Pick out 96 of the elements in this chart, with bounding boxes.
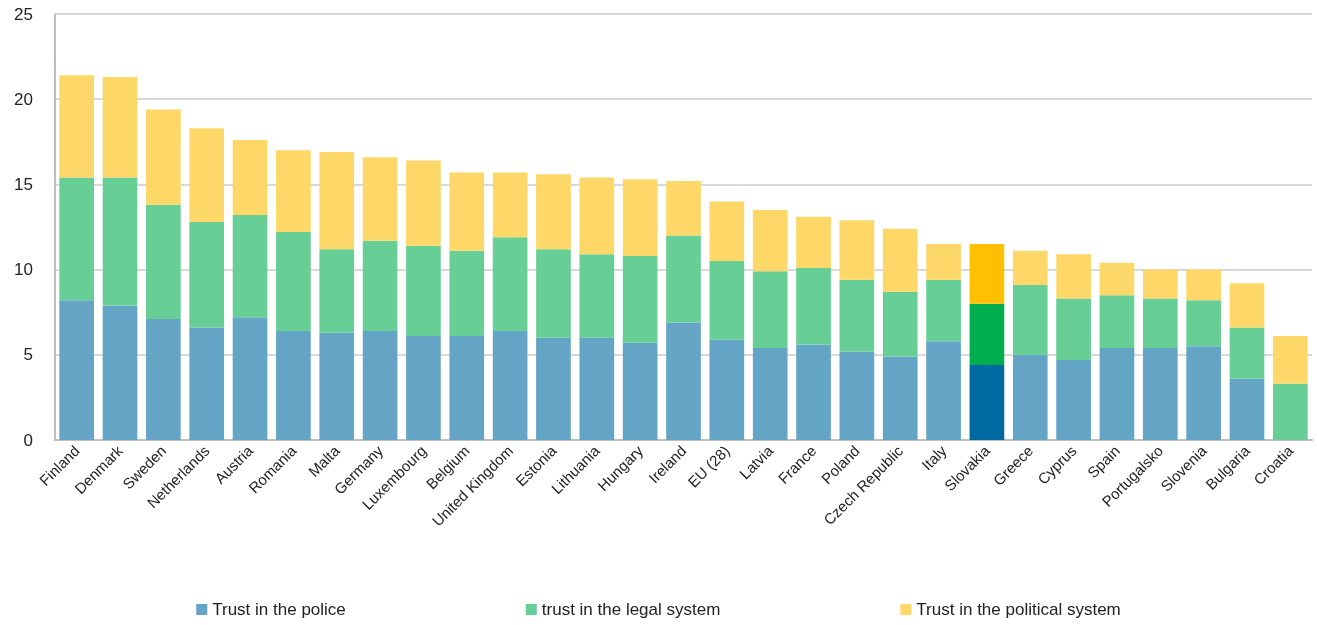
bar	[232, 140, 268, 216]
bar	[839, 279, 875, 352]
bar	[492, 172, 528, 238]
bar	[579, 254, 615, 338]
bar	[1142, 269, 1178, 299]
bar	[276, 330, 311, 440]
bar	[492, 237, 528, 331]
bar	[1186, 269, 1221, 301]
legend-label: Trust in the political system	[916, 600, 1121, 619]
bar	[969, 365, 1005, 440]
bar	[622, 179, 658, 256]
bar	[59, 75, 95, 178]
bar	[449, 336, 485, 440]
bar	[276, 232, 311, 331]
bar	[319, 332, 355, 440]
bar	[752, 209, 788, 272]
bar	[1012, 354, 1048, 440]
bar	[319, 249, 355, 333]
legend-label: trust in the legal system	[541, 600, 721, 619]
bar	[276, 150, 311, 233]
bar	[839, 220, 875, 280]
bar	[839, 351, 875, 440]
bar	[102, 77, 138, 178]
bar	[666, 235, 701, 323]
bar	[189, 221, 225, 328]
bar	[926, 341, 961, 440]
bar	[362, 240, 398, 331]
bar	[882, 228, 918, 292]
bar	[882, 291, 918, 357]
bar	[1012, 284, 1048, 355]
bar	[796, 344, 831, 440]
bar	[1229, 283, 1265, 328]
bar	[406, 160, 441, 246]
bar	[969, 244, 1005, 304]
bar	[449, 250, 485, 337]
bar	[622, 255, 658, 343]
bar	[1272, 336, 1308, 384]
bar	[926, 244, 961, 280]
bar	[969, 303, 1005, 366]
bar	[536, 249, 571, 338]
legend-label: Trust in the police	[212, 600, 346, 619]
bar	[102, 305, 138, 440]
bar	[1186, 300, 1221, 347]
bar	[1056, 359, 1091, 440]
bar	[1272, 383, 1308, 440]
bar	[1056, 254, 1091, 299]
y-tick-label: 5	[23, 345, 33, 365]
bar	[1056, 298, 1091, 360]
bar	[622, 342, 658, 440]
bar	[189, 327, 225, 440]
y-tick-label: 10	[14, 260, 33, 280]
bar	[796, 267, 831, 345]
bar	[1142, 347, 1178, 440]
bar	[1186, 346, 1221, 440]
bar	[232, 317, 268, 440]
bar	[492, 330, 528, 440]
bar	[362, 330, 398, 440]
bar	[1012, 250, 1048, 285]
x-tick-label: Italy	[918, 441, 950, 474]
bar	[362, 157, 398, 241]
y-tick-label: 0	[23, 430, 33, 450]
bar	[1142, 298, 1178, 348]
bar	[146, 109, 181, 205]
bar	[882, 356, 918, 440]
bar	[1229, 327, 1265, 379]
bar	[59, 177, 95, 301]
bar	[666, 322, 701, 440]
bar	[146, 204, 181, 320]
bar	[796, 216, 831, 268]
y-tick-label: 25	[14, 4, 33, 24]
bar	[536, 174, 571, 250]
bar	[406, 245, 441, 337]
bar	[709, 201, 745, 262]
bar	[59, 300, 95, 440]
bar	[926, 279, 961, 342]
bar	[1229, 378, 1265, 440]
bar	[1099, 295, 1135, 348]
bar	[579, 337, 615, 440]
bar	[102, 177, 138, 306]
bar	[752, 271, 788, 348]
y-tick-label: 15	[14, 174, 33, 194]
bar	[146, 319, 181, 440]
bar	[1099, 262, 1135, 296]
bar	[232, 215, 268, 318]
bar	[709, 261, 745, 340]
bar	[319, 152, 355, 250]
bar	[449, 172, 485, 251]
bar	[666, 180, 701, 236]
bar	[709, 339, 745, 440]
bar	[536, 337, 571, 440]
y-tick-label: 20	[14, 89, 33, 109]
bar	[189, 128, 225, 222]
bar	[406, 336, 441, 440]
bar	[579, 177, 615, 255]
bar	[1099, 347, 1135, 440]
bar	[752, 347, 788, 440]
